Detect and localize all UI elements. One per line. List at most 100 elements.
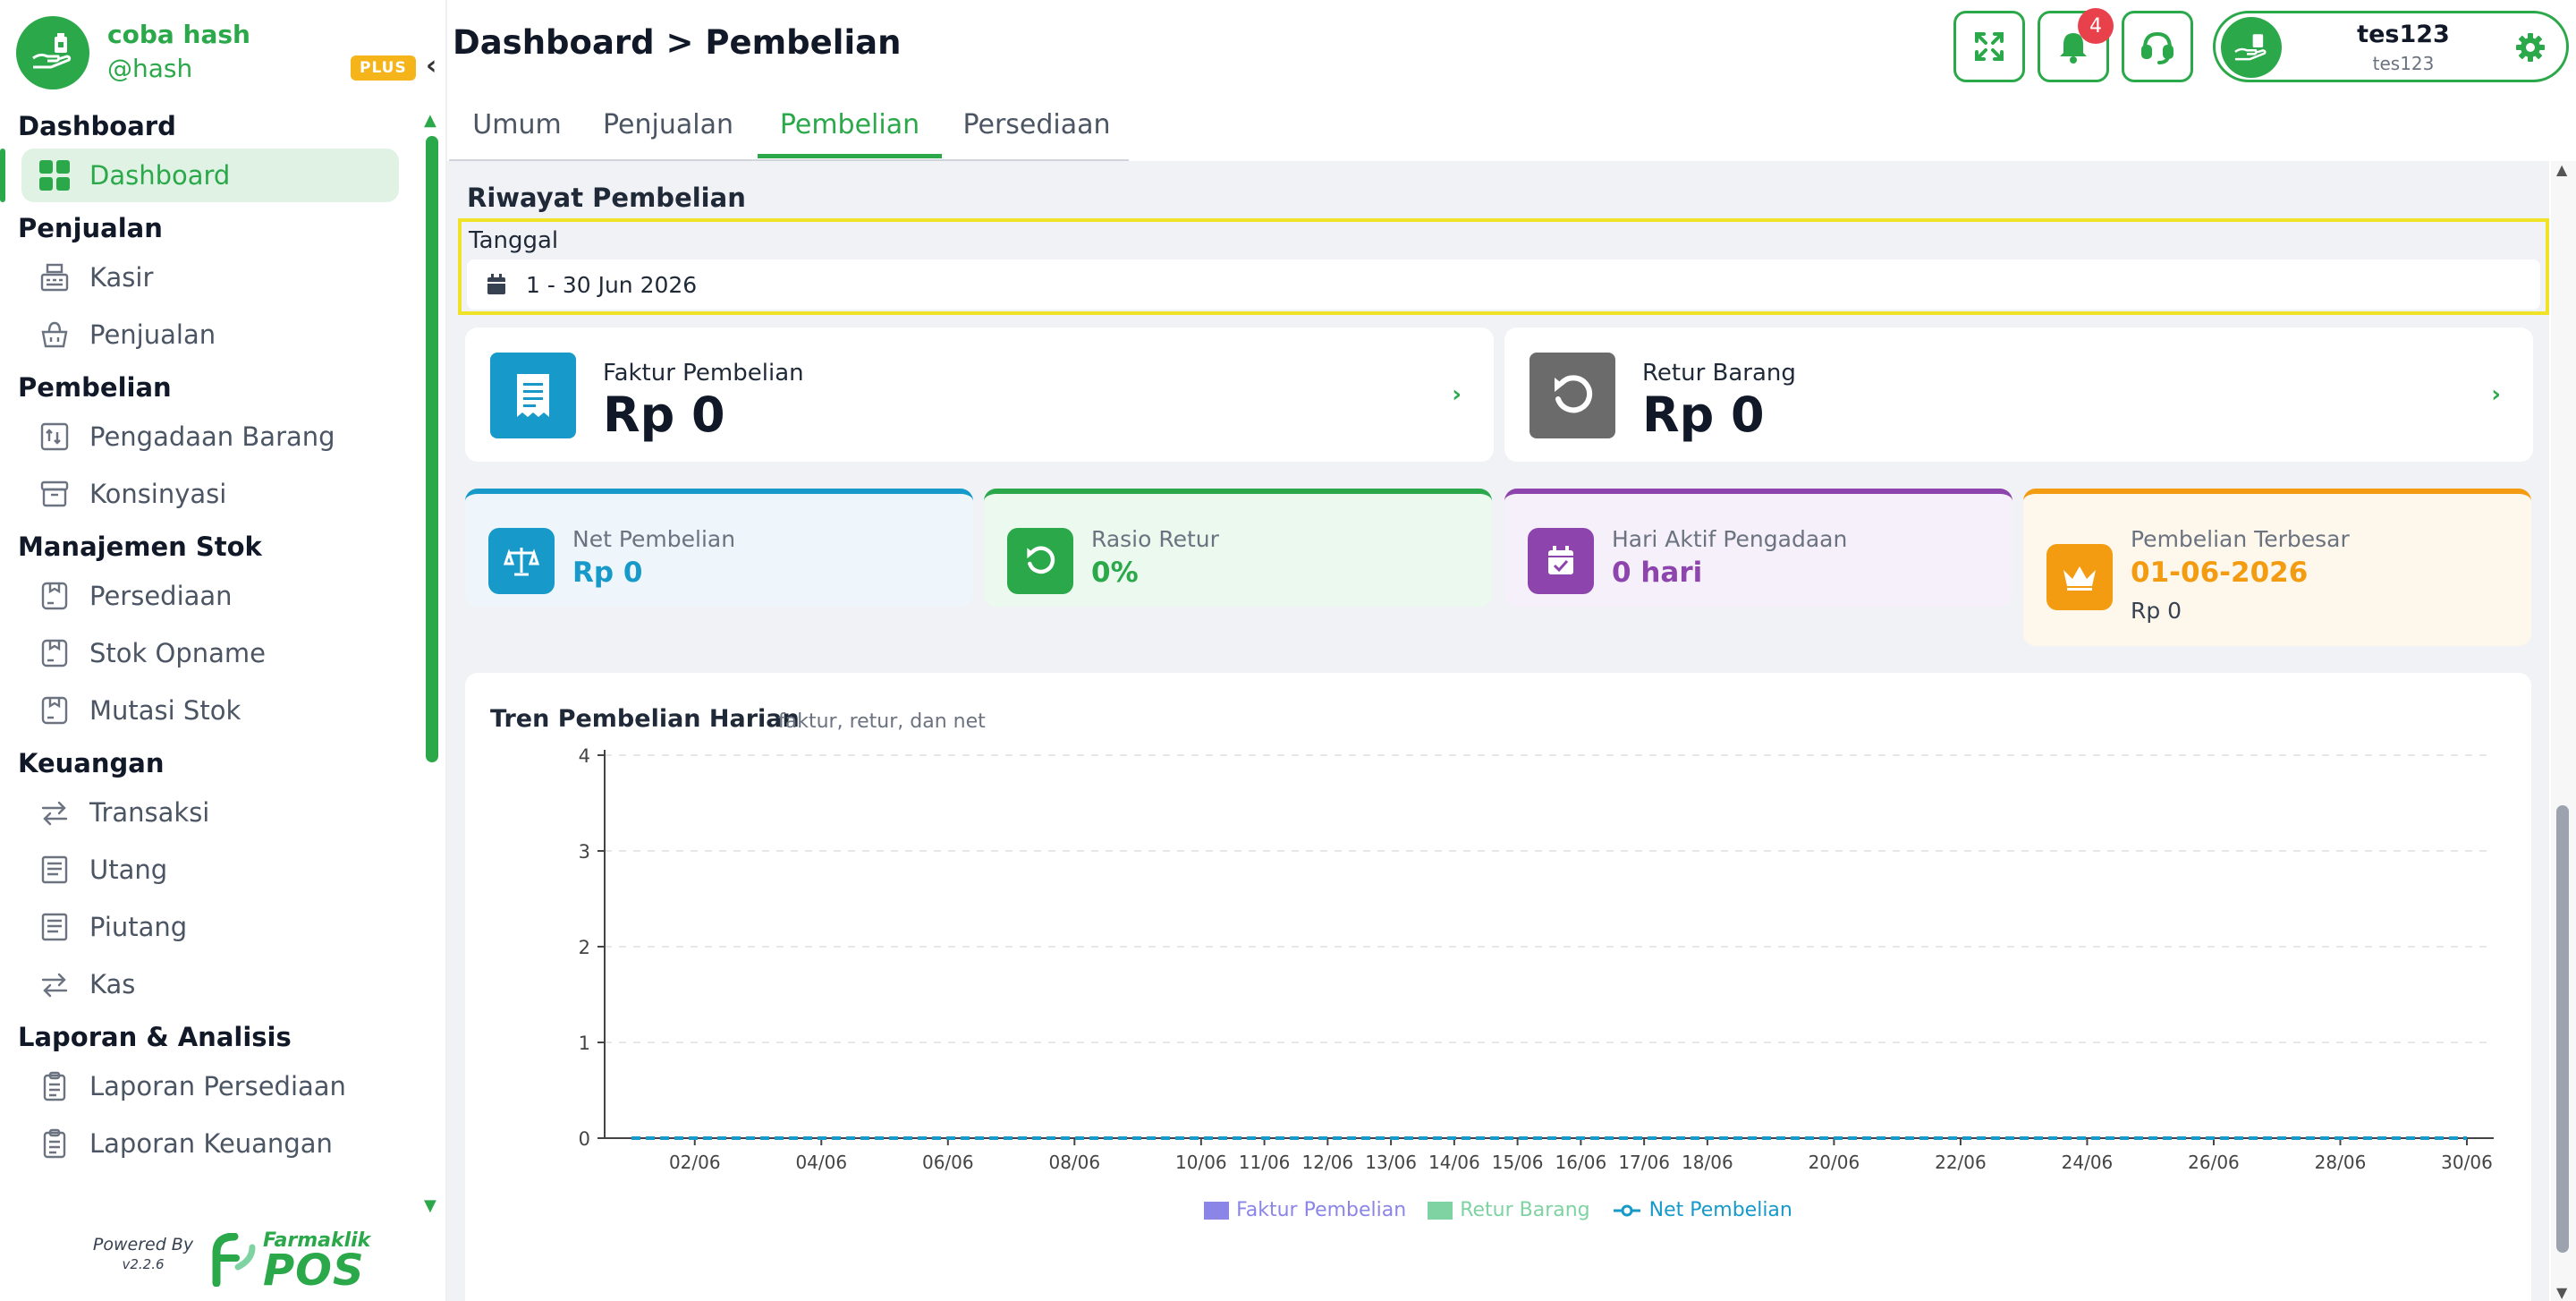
x-tick-label: 10/06 bbox=[1175, 1152, 1227, 1173]
purchase-trend-chart: 0 1 2 3 4 02/06 04/06 06/06 08/06 10/06 11/06 12/06… bbox=[579, 745, 2494, 1173]
chevron-right-icon[interactable]: › bbox=[1452, 381, 1462, 408]
collapse-sidebar-button[interactable]: ‹ bbox=[426, 50, 437, 81]
transfer-icon bbox=[38, 967, 72, 1001]
logo-text-bottom: POS bbox=[263, 1246, 365, 1296]
undo-icon bbox=[1530, 353, 1615, 438]
x-tick-label: 22/06 bbox=[1935, 1152, 1987, 1173]
scroll-up-icon[interactable]: ▲ bbox=[424, 111, 436, 130]
stat-value: Rp 0 bbox=[572, 557, 643, 589]
x-tick-label: 04/06 bbox=[795, 1152, 847, 1173]
sidebar-item-mutasi-stok[interactable]: Mutasi Stok bbox=[21, 684, 399, 737]
x-tick-label: 26/06 bbox=[2188, 1152, 2240, 1173]
sidebar-item-label: Laporan Persediaan bbox=[89, 1071, 346, 1101]
date-filter: Tanggal 1 - 30 Jun 2026 bbox=[458, 218, 2549, 315]
chart-subtitle: faktur, retur, dan net bbox=[778, 710, 986, 733]
x-tick-label: 11/06 bbox=[1239, 1152, 1291, 1173]
sidebar-item-utang[interactable]: Utang bbox=[21, 843, 399, 897]
sidebar-item-laporan-persediaan[interactable]: Laporan Persediaan bbox=[21, 1059, 399, 1113]
sidebar-item-konsinyasi[interactable]: Konsinyasi bbox=[21, 467, 399, 521]
sidebar-item-label: Piutang bbox=[89, 912, 188, 942]
scroll-down-icon[interactable]: ▼ bbox=[2556, 1284, 2568, 1301]
x-tick-label: 13/06 bbox=[1365, 1152, 1417, 1173]
logo-text-top: Farmaklik bbox=[263, 1229, 371, 1252]
store-handle: @hash bbox=[107, 54, 193, 83]
nav-section-title: Keuangan bbox=[18, 748, 165, 778]
basket-icon bbox=[38, 318, 72, 352]
scroll-down-icon[interactable]: ▼ bbox=[424, 1196, 436, 1215]
legend-label: Net Pembelian bbox=[1648, 1199, 1792, 1221]
sidebar-item-label: Kas bbox=[89, 969, 136, 999]
x-tick-label: 30/06 bbox=[2441, 1152, 2493, 1173]
sidebar-item-kasir[interactable]: Kasir bbox=[21, 251, 399, 304]
sidebar-scroll-thumb[interactable] bbox=[426, 136, 438, 762]
sidebar-item-piutang[interactable]: Piutang bbox=[21, 900, 399, 954]
sidebar-scrollbar[interactable]: ▲ ▼ bbox=[422, 109, 442, 1219]
support-button[interactable] bbox=[2122, 11, 2193, 82]
scroll-up-icon[interactable]: ▲ bbox=[2556, 161, 2568, 178]
sidebar-item-label: Utang bbox=[89, 855, 168, 885]
sidebar-item-label: Pengadaan Barang bbox=[89, 421, 335, 452]
sidebar-item-dashboard[interactable]: Dashboard bbox=[0, 149, 399, 202]
cash-register-icon bbox=[38, 260, 72, 294]
package-icon bbox=[38, 693, 72, 727]
fullscreen-button[interactable] bbox=[1953, 11, 2025, 82]
tab-penjualan[interactable]: Penjualan bbox=[603, 109, 733, 140]
gear-icon[interactable] bbox=[2514, 31, 2546, 64]
x-tick-label: 24/06 bbox=[2062, 1152, 2114, 1173]
farmaklik-logo: Farmaklik POS bbox=[208, 1229, 371, 1296]
card-faktur-pembelian[interactable]: Faktur Pembelian Rp 0 › bbox=[465, 327, 1494, 462]
breadcrumb: Dashboard > Pembelian bbox=[453, 23, 902, 62]
y-tick-label: 2 bbox=[579, 937, 590, 958]
chart-card: Tren Pembelian Harian faktur, retur, dan… bbox=[465, 673, 2531, 1301]
date-range-input[interactable]: 1 - 30 Jun 2026 bbox=[467, 259, 2540, 310]
sidebar-item-label: Mutasi Stok bbox=[89, 695, 242, 726]
notification-count-badge: 4 bbox=[2078, 8, 2114, 44]
sidebar-item-kas[interactable]: Kas bbox=[21, 957, 399, 1011]
notifications-button[interactable]: 4 bbox=[2038, 8, 2114, 82]
bell-icon bbox=[2060, 33, 2087, 64]
calendar-icon bbox=[487, 274, 505, 294]
undo-icon bbox=[1007, 528, 1073, 594]
legend-item-retur[interactable]: Retur Barang bbox=[1428, 1199, 1590, 1221]
card-value: Rp 0 bbox=[603, 387, 725, 443]
sidebar-item-transaksi[interactable]: Transaksi bbox=[21, 786, 399, 839]
nav-section-title: Manajemen Stok bbox=[18, 531, 262, 562]
sidebar-item-pengadaan-barang[interactable]: Pengadaan Barang bbox=[21, 410, 399, 463]
content-scroll-thumb[interactable] bbox=[2556, 805, 2569, 1253]
x-tick-label: 18/06 bbox=[1682, 1152, 1733, 1173]
sidebar-nav: Dashboard Dashboard Penjualan Kasir Penjuala… bbox=[0, 100, 420, 1210]
card-retur-barang[interactable]: Retur Barang Rp 0 › bbox=[1504, 327, 2533, 462]
y-tick-label: 0 bbox=[579, 1128, 590, 1150]
chevron-right-icon[interactable]: › bbox=[2491, 381, 2501, 408]
legend-item-faktur[interactable]: Faktur Pembelian bbox=[1204, 1199, 1406, 1221]
stat-label: Net Pembelian bbox=[572, 526, 736, 552]
legend-label: Retur Barang bbox=[1460, 1199, 1590, 1221]
stat-pembelian-terbesar: Pembelian Terbesar 01-06-2026 Rp 0 bbox=[2023, 489, 2531, 646]
nav-section-title: Dashboard bbox=[18, 111, 176, 141]
sidebar-item-label: Dashboard bbox=[89, 160, 231, 191]
section-title: Riwayat Pembelian bbox=[467, 183, 746, 213]
x-tick-label: 28/06 bbox=[2315, 1152, 2367, 1173]
ledger-icon bbox=[38, 910, 72, 944]
sidebar-item-penjualan[interactable]: Penjualan bbox=[21, 308, 399, 361]
tab-pembelian[interactable]: Pembelian bbox=[779, 109, 920, 140]
stat-label: Hari Aktif Pengadaan bbox=[1612, 526, 1848, 552]
chart-title: Tren Pembelian Harian bbox=[490, 705, 800, 733]
user-menu[interactable]: tes123 tes123 bbox=[2213, 11, 2569, 82]
sidebar-item-stok-opname[interactable]: Stok Opname bbox=[21, 626, 399, 680]
legend-item-net[interactable]: Net Pembelian bbox=[1612, 1199, 1792, 1221]
farmaklik-mark-icon bbox=[212, 1233, 256, 1287]
plan-badge: PLUS bbox=[351, 55, 416, 81]
tab-persediaan[interactable]: Persediaan bbox=[962, 109, 1111, 140]
x-tick-label: 15/06 bbox=[1492, 1152, 1544, 1173]
sidebar-item-persediaan[interactable]: Persediaan bbox=[21, 569, 399, 623]
procurement-icon bbox=[38, 420, 72, 454]
sidebar-item-label: Kasir bbox=[89, 262, 154, 293]
receipt-icon bbox=[490, 353, 576, 438]
sidebar-item-label: Laporan Keuangan bbox=[89, 1128, 333, 1159]
powered-by: Powered By v2.2.6 bbox=[89, 1235, 197, 1274]
content-scrollbar[interactable]: ▲ ▼ bbox=[2551, 161, 2576, 1301]
sidebar-item-label: Konsinyasi bbox=[89, 479, 227, 509]
tab-umum[interactable]: Umum bbox=[472, 109, 562, 140]
sidebar-item-laporan-keuangan[interactable]: Laporan Keuangan bbox=[21, 1117, 399, 1170]
